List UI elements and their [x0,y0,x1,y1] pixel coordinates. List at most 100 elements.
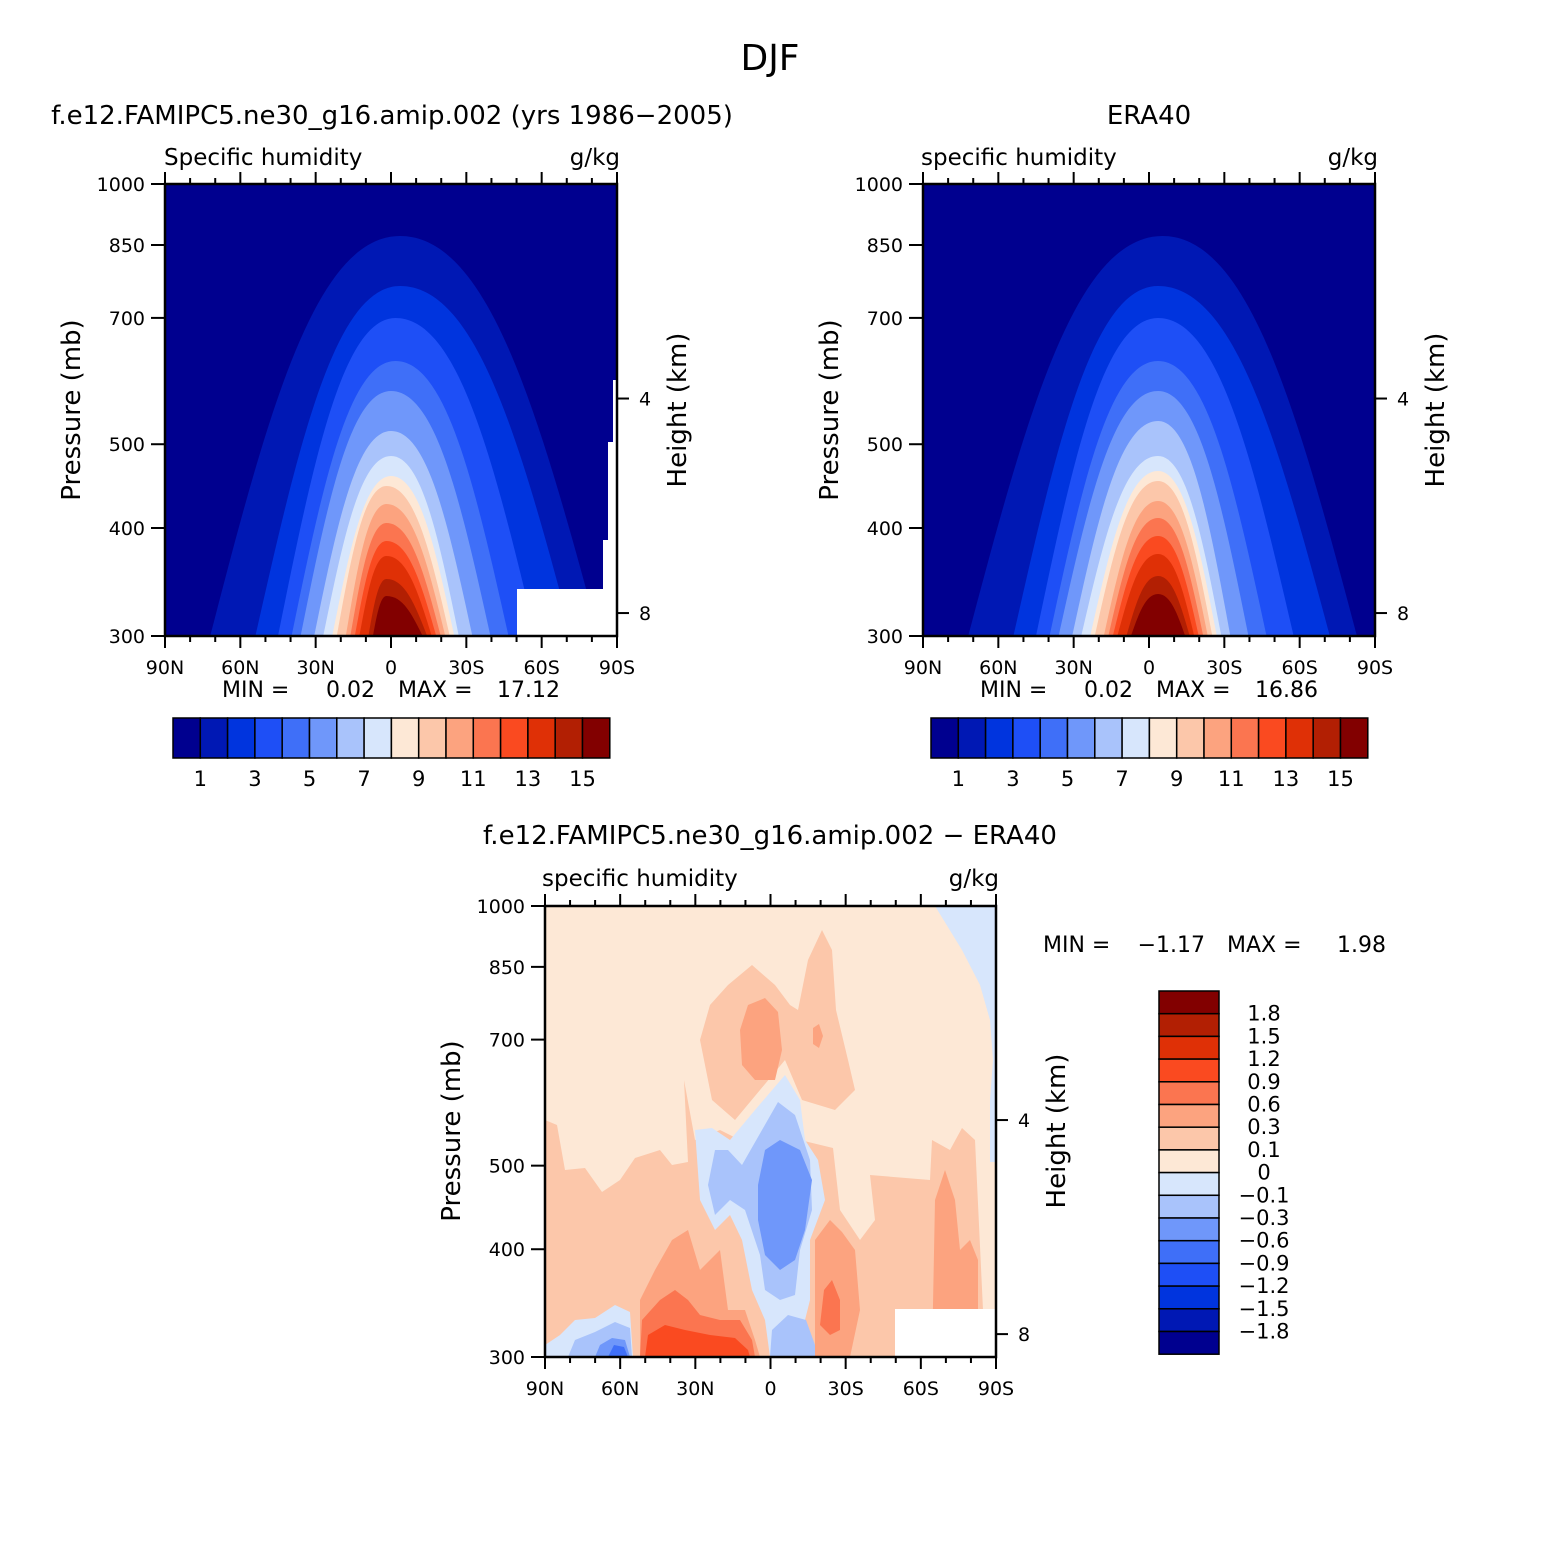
panel-era40-title: ERA40 [1107,101,1191,131]
x-tick-label: 0 [764,1378,776,1400]
diff-region-near-surface-negative [770,1315,818,1357]
colorbar-swatch [1158,1035,1220,1060]
colorbar-label: 0.1 [1247,1138,1280,1162]
colorbar-label: 7 [357,767,370,791]
y-tick-label: 500 [867,434,903,456]
colorbar-swatch [226,717,256,759]
contour-band-level-15 [1130,594,1186,636]
colorbar-label: 9 [412,767,425,791]
panel-model-min-label: MIN = [222,678,289,703]
colorbar-swatch [1158,1171,1220,1197]
panel-era40-contour-field [923,184,1375,636]
panel-era40-units: g/kg [1328,145,1378,171]
panel-model-ylabel: Pressure (mb) [57,319,87,500]
diff-region-upper-positive-spot [813,1024,823,1048]
panel-model-contour-field [165,184,617,636]
colorbar-swatch [1158,1103,1220,1128]
y2-tick-label: 8 [1018,1324,1030,1346]
panel-diff-min-value: −1.17 [1138,933,1205,958]
colorbar-swatch [984,717,1014,759]
colorbar-swatch [1158,1285,1220,1310]
x-tick-label: 60N [221,657,259,679]
panel-model-title: f.e12.FAMIPC5.ne30_g16.amip.002 (yrs 198… [51,101,733,131]
panel-model-variable: Specific humidity [164,145,362,171]
x-tick-label: 90N [526,1378,564,1400]
y2-tick-label: 8 [639,603,651,625]
panel-diff-contour-field [545,906,996,1357]
y-tick-label: 1000 [855,174,903,196]
colorbar-swatch [472,717,502,759]
x-tick-label: 30S [1206,657,1242,679]
panel-era40-variable: specific humidity [921,145,1117,171]
x-tick-label: 90S [599,657,635,679]
y-tick-label: 1000 [477,896,525,918]
colorbar-swatch [957,717,987,759]
y-tick-label: 850 [109,235,145,257]
x-tick-label: 0 [385,657,397,679]
colorbar-swatch [1158,1308,1220,1333]
colorbar-swatch [1175,717,1205,759]
colorbar-swatch [1158,1330,1220,1355]
colorbar-swatch [1158,990,1220,1015]
x-tick-label: 30S [448,657,484,679]
colorbar-swatch [445,717,475,759]
y-tick-label: 300 [109,626,145,648]
x-tick-label: 60S [903,1378,939,1400]
panel-era40-max-value: 16.86 [1255,678,1318,703]
colorbar-swatch [1230,717,1260,759]
y-tick-label: 700 [867,308,903,330]
y-tick-label: 400 [489,1239,525,1261]
x-tick-label: 90S [978,1378,1014,1400]
panel-diff-max-value: 1.98 [1337,933,1386,958]
colorbar-swatch [1158,1012,1220,1038]
colorbar-swatch [1339,717,1369,759]
panel-era40-axes: 90N 60N 30N 0 30S 60S 90S 300 400 500 700 850 1000 8 4 [855,172,1409,679]
x-tick-label: 60N [979,657,1017,679]
colorbar-label: 0.6 [1247,1093,1280,1117]
x-tick-label: 30N [296,657,334,679]
y-tick-label: 1000 [97,174,145,196]
colorbar-swatch [172,717,202,759]
colorbar-swatch [1158,1194,1220,1219]
y2-tick-label: 4 [1397,389,1409,411]
colorbar-swatch [336,717,365,759]
x-tick-label: 60N [601,1378,639,1400]
panel-diff-units: g/kg [949,866,999,892]
x-tick-label: 90N [904,657,942,679]
colorbar-swatch [1066,717,1096,759]
panel-difference: f.e12.FAMIPC5.ne30_g16.amip.002 − ERA40 … [437,821,1386,1400]
y2-tick-label: 8 [1397,603,1409,625]
colorbar-label: −0.9 [1239,1251,1290,1275]
colorbar-swatch [417,717,447,759]
colorbar-swatch [363,717,393,759]
diff-region-nh-surface-core-negative [608,1345,628,1357]
y-tick-label: 300 [489,1347,525,1369]
panel-model-axes: 90N 60N 30N 0 30S 60S 90S 300 400 500 700 850 1000 8 4 [97,172,651,679]
panel-model-missing-region [517,380,617,636]
colorbar-swatch [499,717,529,759]
panel-era40-min-value: 0.02 [1084,678,1133,703]
colorbar-label: 5 [1061,767,1074,791]
x-tick-label: 30N [676,1378,714,1400]
colorbar-label: 0.9 [1247,1070,1280,1094]
colorbar-label: 13 [1273,767,1300,791]
diff-region-tropical-strongest-negative [758,1140,812,1270]
colorbar-swatch [1158,1149,1220,1174]
panel-era40-min-label: MIN = [980,678,1047,703]
colorbar-label: −0.1 [1239,1183,1290,1207]
y2-tick-label: 4 [639,389,651,411]
colorbar-swatch [1012,717,1041,759]
colorbar-swatch [581,717,611,759]
diff-region-sh-strong-positive [820,1280,840,1335]
y-tick-label: 500 [109,434,145,456]
colorbar-label: 11 [460,767,487,791]
panel-era40-max-label: MAX = [1156,678,1231,703]
panel-model-colorbar: 1 3 5 7 9 11 13 15 [172,717,611,791]
colorbar-swatch [1039,717,1069,759]
colorbar-swatch [1121,717,1151,759]
colorbar-swatch [930,717,960,759]
y-tick-label: 700 [489,1030,525,1052]
colorbar-swatch [1158,1126,1220,1151]
colorbar-label: 11 [1218,767,1245,791]
